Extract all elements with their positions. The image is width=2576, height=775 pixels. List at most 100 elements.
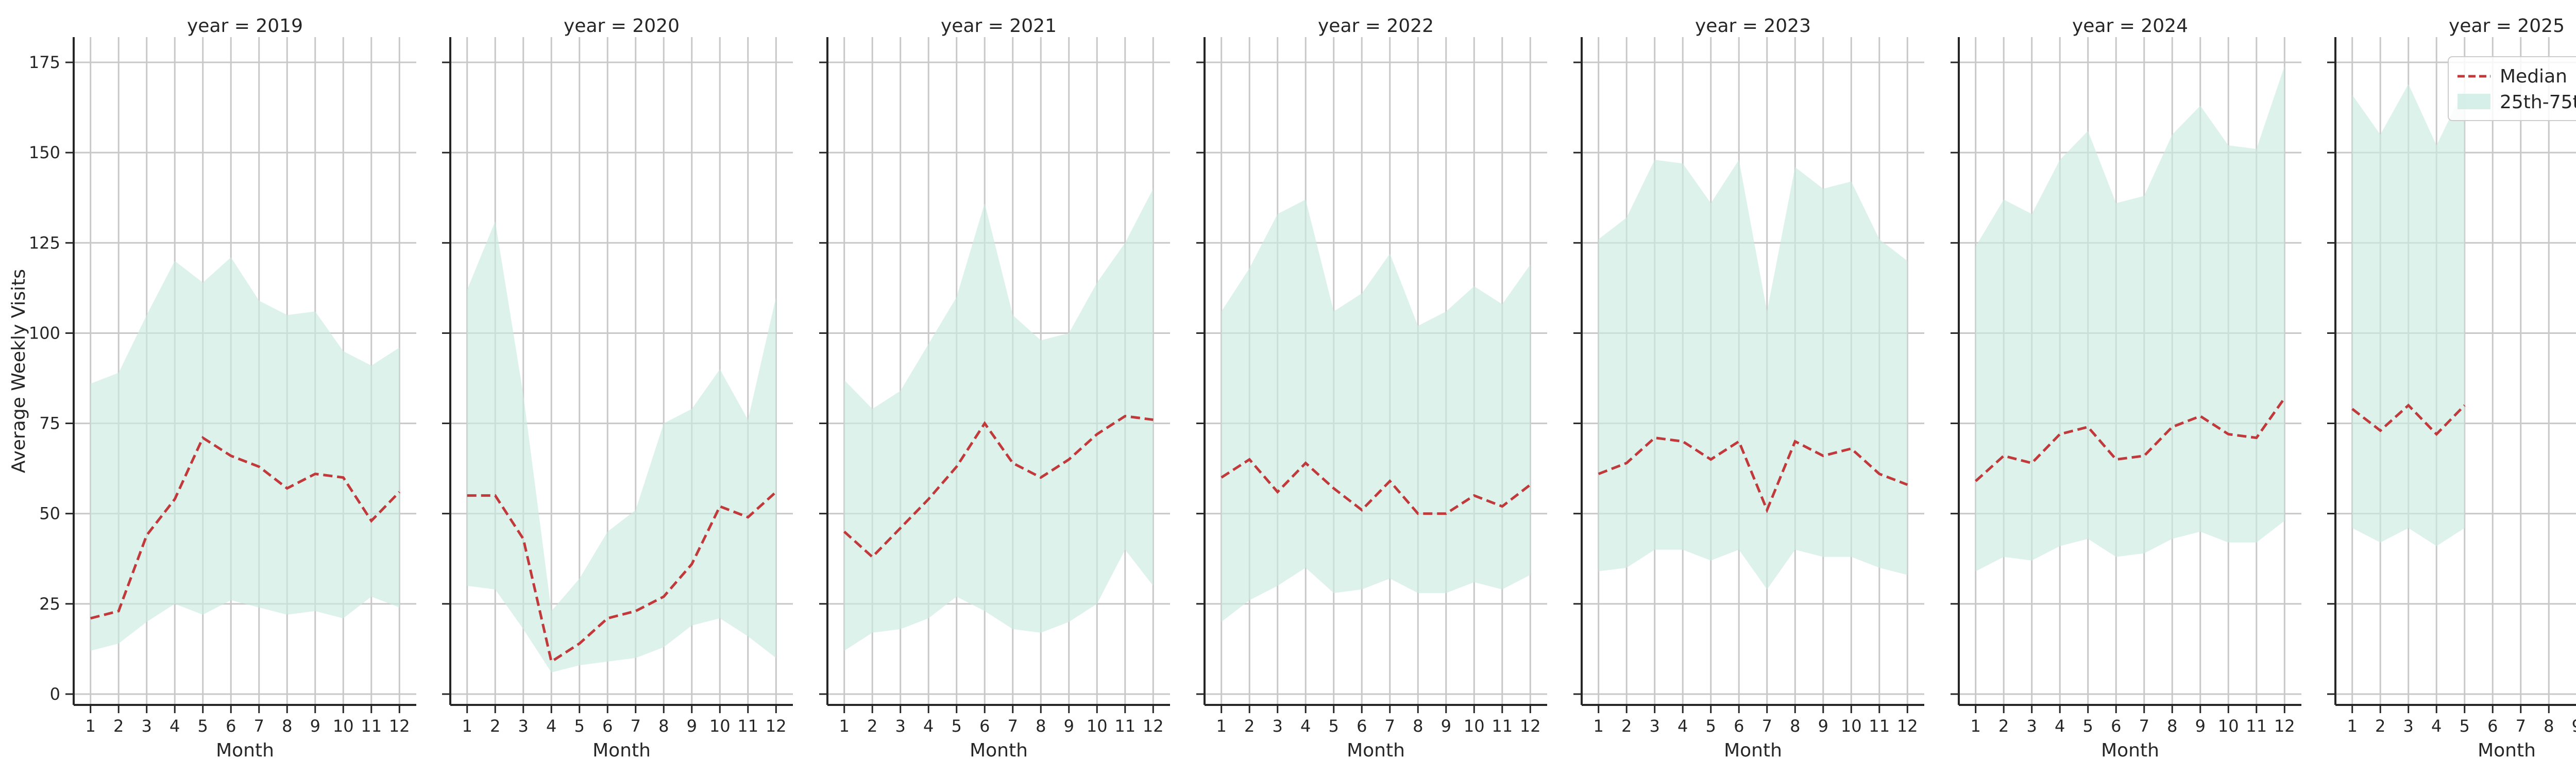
legend-band-label: 25th-75th Percentile	[2500, 92, 2576, 113]
x-axis-label: Month	[1347, 740, 1405, 761]
x-tick-label: 2	[2375, 716, 2385, 736]
x-tick-label: 12	[2274, 716, 2295, 736]
x-axis-label: Month	[2101, 740, 2159, 761]
x-tick-label: 2	[1998, 716, 2009, 736]
x-tick-label: 6	[2111, 716, 2121, 736]
x-tick-label: 11	[2246, 716, 2267, 736]
x-tick-label: 1	[1971, 716, 1981, 736]
percentile-band	[844, 189, 1154, 651]
x-tick-label: 7	[1762, 716, 1772, 736]
y-tick-label: 125	[29, 233, 60, 252]
facet-title: year = 2021	[941, 15, 1057, 37]
x-tick-label: 11	[361, 716, 382, 736]
x-tick-label: 5	[198, 716, 208, 736]
x-tick-label: 3	[1273, 716, 1283, 736]
facet-title: year = 2019	[187, 15, 303, 37]
x-tick-label: 11	[1492, 716, 1513, 736]
x-axis-label: Month	[1724, 740, 1782, 761]
x-tick-label: 8	[1413, 716, 1423, 736]
x-tick-label: 3	[1650, 716, 1660, 736]
x-axis-label: Month	[970, 740, 1028, 761]
x-tick-label: 2	[1244, 716, 1255, 736]
x-tick-label: 12	[1520, 716, 1541, 736]
y-tick-label: 75	[39, 414, 60, 433]
x-tick-label: 7	[254, 716, 264, 736]
x-tick-label: 3	[142, 716, 152, 736]
x-tick-label: 12	[1143, 716, 1164, 736]
x-tick-label: 11	[1869, 716, 1890, 736]
x-tick-label: 8	[658, 716, 669, 736]
x-tick-label: 11	[737, 716, 758, 736]
x-tick-label: 8	[282, 716, 292, 736]
legend-median-label: Median	[2500, 66, 2567, 87]
x-tick-label: 4	[2055, 716, 2065, 736]
legend: Median 25th-75th Percentile	[2448, 57, 2576, 121]
x-tick-label: 11	[1114, 716, 1136, 736]
x-tick-label: 3	[518, 716, 529, 736]
x-tick-label: 2	[1621, 716, 1632, 736]
legend-band-swatch	[2458, 94, 2490, 109]
x-tick-label: 5	[2083, 716, 2093, 736]
x-tick-label: 9	[1064, 716, 1074, 736]
x-tick-label: 9	[310, 716, 320, 736]
x-tick-label: 12	[1897, 716, 1918, 736]
x-tick-label: 8	[1036, 716, 1046, 736]
x-tick-label: 8	[2544, 716, 2554, 736]
x-tick-label: 8	[1790, 716, 1800, 736]
facet-title: year = 2025	[2449, 15, 2565, 37]
y-tick-label: 150	[29, 143, 60, 162]
x-tick-label: 6	[979, 716, 990, 736]
x-tick-label: 8	[2167, 716, 2177, 736]
x-tick-label: 3	[895, 716, 906, 736]
facet-title: year = 2023	[1695, 15, 1811, 37]
y-tick-label: 0	[50, 684, 60, 704]
x-tick-label: 1	[462, 716, 472, 736]
x-axis-label: Month	[216, 740, 274, 761]
facet-title: year = 2024	[2072, 15, 2188, 37]
x-tick-label: 9	[2572, 716, 2576, 736]
x-tick-label: 9	[1441, 716, 1451, 736]
x-tick-label: 4	[2431, 716, 2442, 736]
x-tick-label: 1	[86, 716, 96, 736]
x-tick-label: 12	[389, 716, 410, 736]
x-tick-label: 4	[923, 716, 934, 736]
x-tick-label: 4	[546, 716, 556, 736]
x-tick-label: 3	[2403, 716, 2414, 736]
y-axis-label: Average Weekly Visits	[8, 269, 29, 473]
x-tick-label: 10	[709, 716, 731, 736]
facet-title: year = 2022	[1318, 15, 1434, 37]
x-tick-label: 4	[1300, 716, 1311, 736]
facet-panel-7: year = 2025123456789101112Month	[2327, 15, 2576, 761]
y-tick-label: 100	[29, 323, 60, 343]
x-tick-label: 1	[1216, 716, 1227, 736]
y-tick-label: 175	[29, 53, 60, 72]
x-tick-label: 5	[2460, 716, 2470, 736]
x-tick-label: 1	[1594, 716, 1604, 736]
x-tick-label: 7	[2516, 716, 2526, 736]
x-tick-label: 9	[2195, 716, 2206, 736]
percentile-band	[1222, 199, 1531, 622]
x-tick-label: 2	[113, 716, 124, 736]
x-tick-label: 5	[952, 716, 962, 736]
x-tick-label: 7	[631, 716, 641, 736]
percentile-band	[1976, 66, 2285, 571]
x-tick-label: 10	[1087, 716, 1108, 736]
x-tick-label: 4	[170, 716, 180, 736]
x-tick-label: 7	[1385, 716, 1395, 736]
x-tick-label: 5	[1706, 716, 1716, 736]
x-tick-label: 1	[2347, 716, 2358, 736]
percentile-band	[91, 257, 400, 651]
x-axis-label: Month	[2478, 740, 2536, 761]
x-axis-label: Month	[592, 740, 651, 761]
x-tick-label: 9	[1818, 716, 1828, 736]
x-tick-label: 3	[2027, 716, 2037, 736]
x-tick-label: 7	[2139, 716, 2149, 736]
x-tick-label: 10	[2218, 716, 2239, 736]
